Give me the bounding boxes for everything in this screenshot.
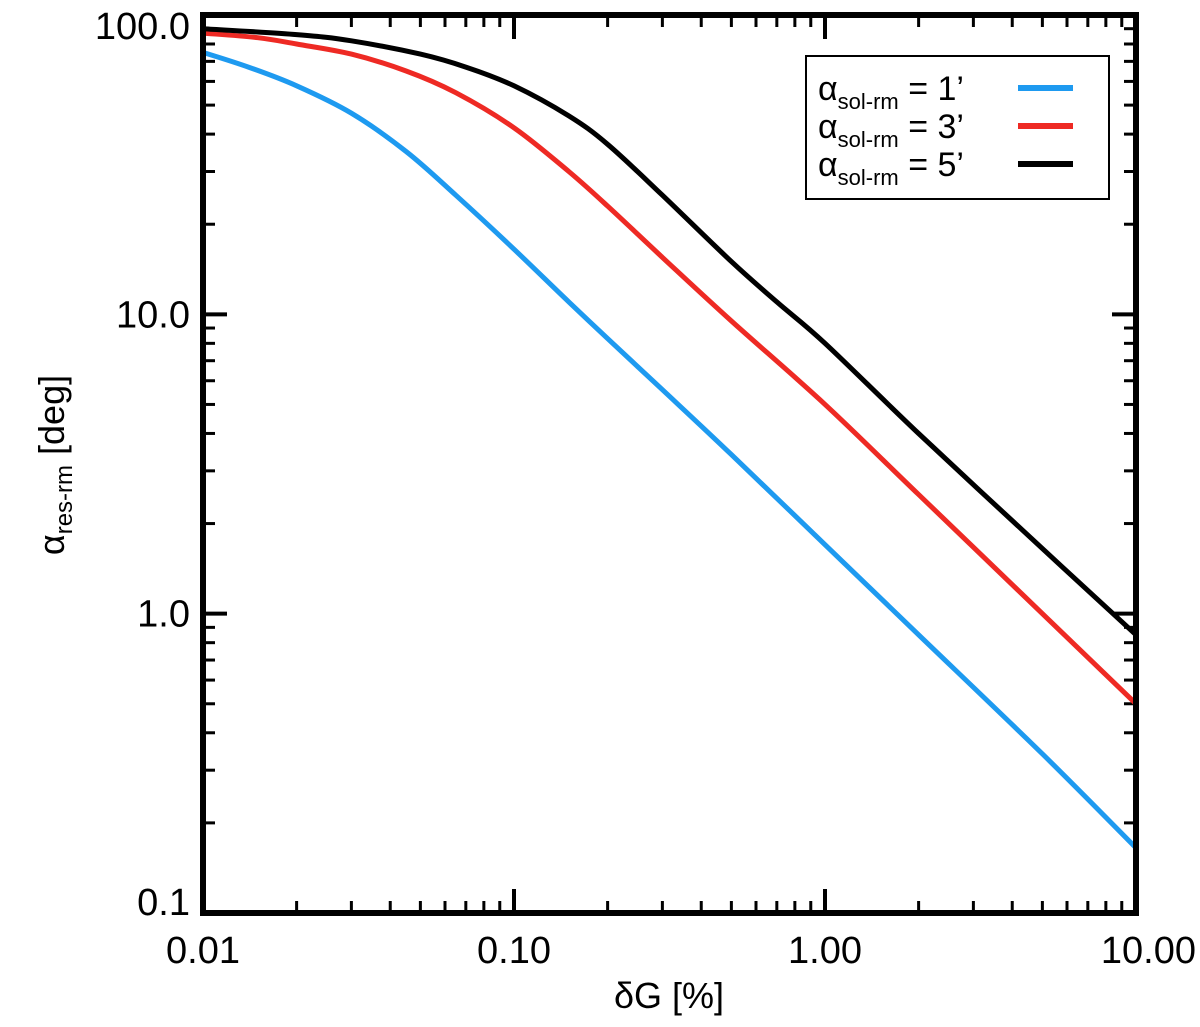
x-axis-title: δG [%]: [614, 975, 724, 1016]
y-tick-label: 0.1: [137, 882, 190, 924]
x-tick-label: 0.10: [477, 930, 551, 972]
tick-labels: 0.01 0.10 1.00 10.00 0.1 1.0 10.0 100.0: [95, 6, 1196, 972]
legend-label-1: αsol-rm = 1’: [818, 70, 964, 114]
y-tick-label: 1.0: [137, 594, 190, 636]
legend-box: [805, 55, 1110, 200]
x-tick-label: 10.00: [1101, 930, 1196, 972]
series-line-3: [202, 26, 1138, 637]
plot-frame: [200, 12, 1139, 916]
y-axis-title-sub: res-rm: [51, 465, 78, 534]
y-axis-title: αres-rm [deg]: [31, 375, 78, 555]
legend-label-3: αsol-rm = 5’: [818, 146, 964, 190]
legend-label-2: αsol-rm = 3’: [818, 108, 964, 152]
series-line-2: [202, 30, 1138, 706]
y-axis-title-suffix: [deg]: [31, 375, 72, 465]
legend: αsol-rm = 1’αsol-rm = 3’αsol-rm = 5’: [805, 55, 1110, 200]
series-line-1: [202, 50, 1138, 850]
x-tick-label: 1.00: [788, 930, 862, 972]
y-tick-label: 10.0: [116, 294, 190, 336]
series-layer: [202, 26, 1138, 850]
x-tick-label: 0.01: [166, 930, 240, 972]
y-axis-title-main: α: [31, 534, 72, 555]
y-tick-label: 100.0: [95, 6, 190, 48]
